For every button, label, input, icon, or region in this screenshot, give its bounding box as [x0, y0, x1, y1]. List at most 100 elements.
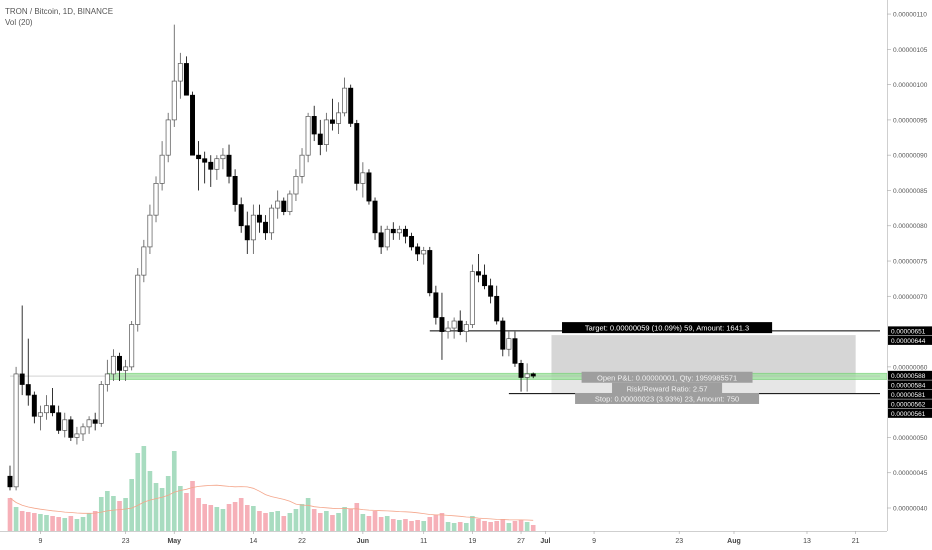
- candle: [384, 225, 390, 251]
- candle: [31, 391, 37, 424]
- volume-bar: [311, 509, 317, 531]
- candle-body: [482, 274, 488, 287]
- candle-body: [92, 419, 98, 424]
- symbol-label: TRON / Bitcoin, 1D, BINANCE: [5, 7, 114, 16]
- candle: [305, 112, 311, 163]
- candle: [512, 331, 518, 367]
- target-label: Target: 0.00000059 (10.09%) 59, Amount: …: [562, 322, 773, 334]
- candle-body: [530, 373, 536, 377]
- time-tick-label: 19: [468, 538, 476, 545]
- volume-bar: [269, 512, 274, 531]
- candle: [366, 169, 372, 205]
- candle: [135, 268, 141, 332]
- volume-bar: [354, 503, 360, 531]
- volume-bar: [378, 517, 384, 531]
- volume-bar: [86, 513, 92, 531]
- candle-body: [80, 426, 86, 435]
- volume-bar: [488, 522, 493, 531]
- candle-body: [25, 384, 31, 396]
- candle-body: [384, 228, 390, 248]
- volume-bar: [7, 498, 13, 531]
- candle-body: [500, 320, 506, 350]
- volume-bar: [384, 516, 390, 531]
- volume-bar: [482, 521, 487, 531]
- time-tick-label: Jul: [540, 538, 550, 545]
- candle-body: [342, 87, 348, 114]
- price-highlight-box: [888, 408, 932, 418]
- volume-bar: [80, 517, 86, 531]
- candle: [451, 317, 457, 339]
- candle: [409, 232, 415, 251]
- candle-body: [287, 193, 293, 212]
- volume-bar: [50, 516, 55, 531]
- candle: [323, 112, 329, 152]
- candle-body: [117, 355, 122, 371]
- candle: [56, 405, 62, 434]
- candle-body: [396, 228, 402, 234]
- candle: [293, 169, 299, 202]
- volume-bar: [196, 498, 201, 531]
- candle-body: [512, 338, 518, 364]
- candle-body: [104, 373, 110, 385]
- volume-bar: [317, 513, 323, 531]
- candle: [80, 423, 86, 441]
- candle: [159, 141, 165, 191]
- time-tick-label: Aug: [727, 538, 741, 545]
- volume-bar: [68, 516, 74, 531]
- candle: [518, 359, 524, 392]
- candle-body: [317, 133, 323, 145]
- price-tick-label: 0.00000050: [893, 435, 928, 442]
- volume-bar: [427, 517, 433, 531]
- volume-bar: [74, 519, 80, 531]
- candle: [482, 264, 488, 290]
- volume-bar: [98, 497, 104, 531]
- risk-reward-label-box: [612, 382, 723, 394]
- candle: [153, 176, 159, 223]
- volume-bar: [25, 512, 31, 531]
- price-tick-label: 0.00000105: [893, 47, 928, 54]
- candle-body: [457, 320, 463, 332]
- risk-reward-label-text: Risk/Reward Ratio: 2.57: [627, 384, 708, 393]
- candle: [208, 155, 214, 187]
- chart-legend: TRON / Bitcoin, 1D, BINANCE Vol (20): [5, 6, 113, 28]
- price-highlight-label: 0.00000644: [888, 335, 932, 345]
- open-pl-label: Open P&L: 0.00000001, Qty: 1959985571: [581, 371, 753, 383]
- candle-body: [232, 176, 238, 205]
- price-highlight-box: [888, 326, 932, 336]
- volume-bar: [390, 519, 396, 531]
- volume-bar: [214, 507, 220, 531]
- candle-body: [329, 119, 335, 124]
- price-highlight-text: 0.00000588: [891, 373, 926, 380]
- volume-indicator-label: Vol (20): [5, 18, 33, 27]
- candle: [390, 222, 396, 240]
- volume-bar: [366, 516, 372, 531]
- candle-body: [311, 116, 317, 135]
- price-highlight-label: 0.00000562: [888, 399, 932, 409]
- price-highlight-label: 0.00000581: [888, 389, 932, 399]
- volume-bar: [13, 507, 19, 531]
- candle: [214, 155, 220, 180]
- volume-bar: [403, 519, 408, 531]
- candle-body: [269, 207, 275, 234]
- open-pl-label-text: Open P&L: 0.00000001, Qty: 1959985571: [597, 373, 737, 382]
- candle-body: [439, 317, 445, 332]
- candle-body: [299, 154, 305, 177]
- volume-bar: [92, 511, 98, 531]
- candle-body: [190, 94, 195, 156]
- price-highlight-text: 0.00000584: [891, 382, 926, 389]
- candle: [92, 412, 98, 431]
- candle: [263, 215, 269, 240]
- candle-body: [281, 200, 287, 212]
- volume-bar: [129, 479, 134, 531]
- candle: [506, 331, 512, 357]
- candle: [281, 197, 287, 216]
- candle-body: [451, 320, 457, 329]
- volume-bar: [111, 496, 116, 531]
- candle: [269, 204, 275, 240]
- candle: [141, 239, 147, 283]
- time-tick-label: 22: [298, 538, 306, 545]
- candle: [226, 144, 232, 184]
- candle-body: [293, 176, 299, 195]
- volume-bar: [251, 506, 256, 531]
